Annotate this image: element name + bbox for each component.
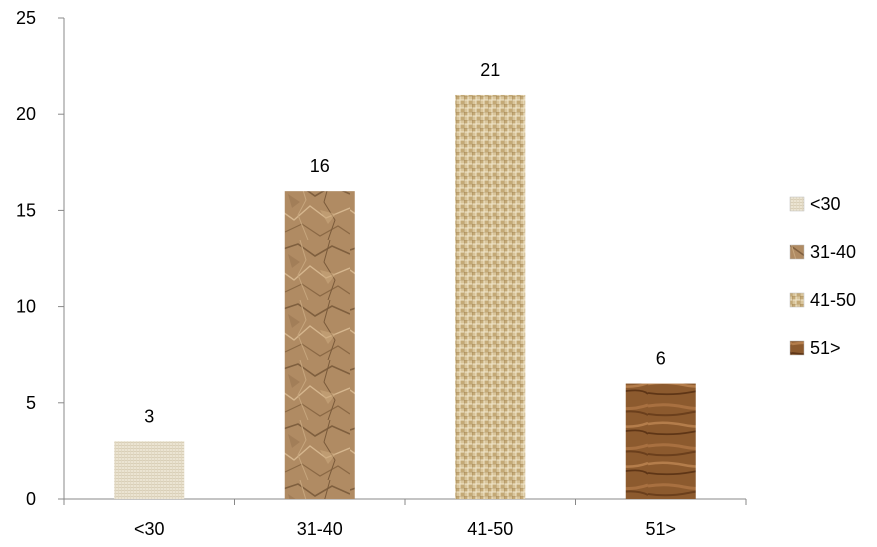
- data-label: 6: [656, 349, 666, 369]
- labels: <30 3 31-40 16 41-50 21 51> 6: [134, 60, 676, 539]
- x-tick-label: 41-50: [467, 519, 513, 539]
- x-tick-label: <30: [134, 519, 165, 539]
- y-tick-label: 20: [16, 104, 36, 124]
- legend-swatch: [789, 340, 805, 356]
- bar: [284, 191, 355, 499]
- legend-label: 51>: [810, 338, 841, 358]
- legend-swatch: [789, 196, 805, 212]
- data-label: 3: [144, 406, 154, 426]
- legend-swatch: [789, 244, 805, 260]
- bars: [114, 94, 696, 500]
- legend: <30 31-40 41-50 51>: [789, 194, 856, 358]
- y-tick-label: 10: [16, 297, 36, 317]
- x-tick-label: 31-40: [297, 519, 343, 539]
- y-tick-label: 15: [16, 200, 36, 220]
- y-tick-label: 25: [16, 8, 36, 28]
- bar: [455, 94, 526, 500]
- legend-label: 31-40: [810, 242, 856, 262]
- bar: [625, 383, 696, 499]
- x-tick-label: 51>: [645, 519, 676, 539]
- data-label: 21: [480, 60, 500, 80]
- data-label: 16: [310, 156, 330, 176]
- legend-swatch: [789, 292, 805, 308]
- y-tick-label: 0: [26, 489, 36, 509]
- y-tick-label: 5: [26, 393, 36, 413]
- legend-label: 41-50: [810, 290, 856, 310]
- legend-label: <30: [810, 194, 841, 214]
- bar: [114, 441, 185, 499]
